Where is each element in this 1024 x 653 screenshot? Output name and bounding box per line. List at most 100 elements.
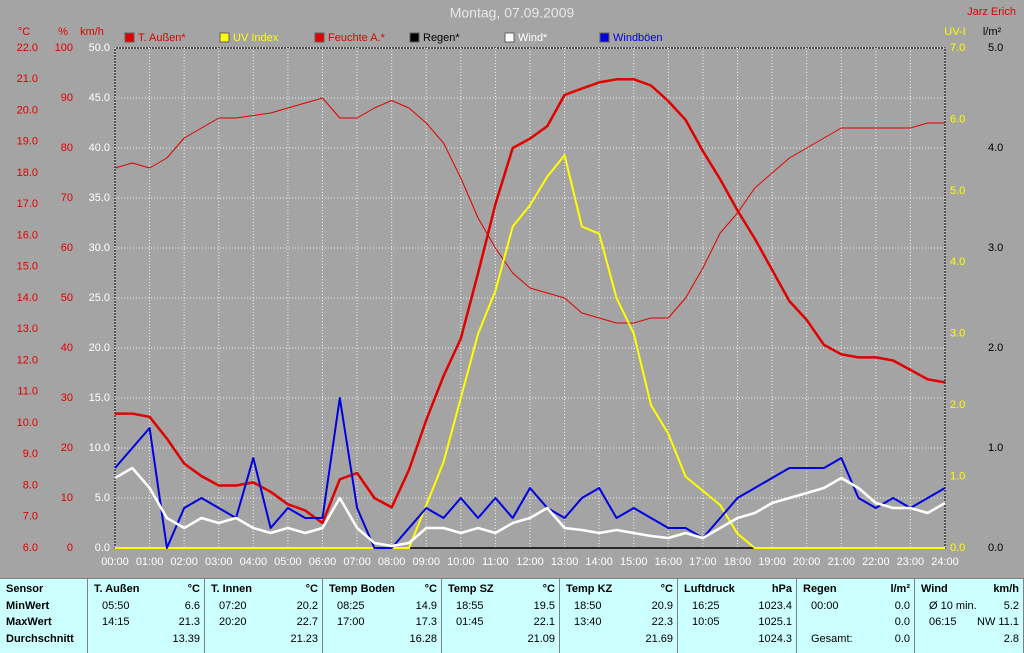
- time: 00:00: [811, 599, 839, 612]
- time: [921, 631, 929, 648]
- value: 1024.3: [758, 632, 792, 645]
- row: 18:50 20.9: [566, 598, 673, 615]
- y-tick-label: 0.0: [988, 542, 1003, 554]
- x-tick-label: 03:00: [205, 556, 233, 568]
- y-tick-label: 18.0: [17, 167, 38, 179]
- x-tick-label: 19:00: [758, 556, 786, 568]
- row: Ø 10 min. 5.2: [921, 598, 1019, 615]
- row: 21.23: [211, 631, 318, 648]
- row: 21.09: [448, 631, 555, 648]
- x-tick-label: 10:00: [447, 556, 475, 568]
- y-tick-label: 4.0: [988, 142, 1003, 154]
- label-column: Sensor MinWert MaxWert Durchschnitt: [0, 579, 88, 653]
- y-tick-label: 7.0: [23, 511, 38, 523]
- header: T. Außen °C: [94, 581, 200, 598]
- time: 16:25: [692, 599, 720, 612]
- row: 01:45 22.1: [448, 614, 555, 631]
- value: 5.2: [1003, 599, 1019, 612]
- time: 18:50: [574, 599, 602, 612]
- sensor-name: T. Innen: [211, 583, 252, 595]
- time: [211, 631, 219, 648]
- time: [329, 631, 337, 648]
- y-tick-label: 45.0: [89, 92, 110, 104]
- sensor-name: Luftdruck: [684, 583, 735, 595]
- x-tick-label: 24:00: [931, 556, 959, 568]
- y-tick-label: 20.0: [17, 104, 38, 116]
- row: 2.8: [921, 631, 1019, 648]
- value: 0.0: [894, 616, 910, 628]
- y-tick-label: 90: [61, 92, 73, 104]
- time: 07:20: [219, 599, 247, 612]
- y-tick-label: 1.0: [950, 470, 965, 482]
- value: 21.23: [290, 632, 318, 645]
- y-tick-label: 7.0: [950, 42, 965, 54]
- value: 19.5: [533, 599, 555, 612]
- sensor-column: Luftdruck hPa 16:25 1023.4 10:05 1025.1 1024.3: [678, 579, 797, 653]
- y-tick-label: 40.0: [89, 142, 110, 154]
- time: [803, 614, 811, 631]
- legend-label: Feuchte A.*: [328, 32, 386, 44]
- x-tick-label: 13:00: [551, 556, 579, 568]
- y-tick-label: 50.0: [89, 42, 110, 54]
- y-tick-label: 14.0: [17, 292, 38, 304]
- series-line: [114, 397, 946, 549]
- legend-label: UV Index: [233, 32, 279, 44]
- sensor-column: Temp Boden °C 08:25 14.9 17:00 17.3 16.28: [323, 579, 442, 653]
- row: 08:25 14.9: [329, 598, 437, 615]
- sensor-column: Temp SZ °C 18:55 19.5 01:45 22.1 21.09: [442, 579, 560, 653]
- time: Gesamt:: [811, 632, 853, 645]
- time: 06:15: [929, 616, 957, 628]
- value: 21.3: [178, 616, 200, 628]
- value: 20.2: [296, 599, 318, 612]
- time: [684, 631, 692, 648]
- header: Temp Boden °C: [329, 581, 437, 598]
- legend-swatch: [314, 32, 325, 43]
- x-tick-label: 02:00: [170, 556, 198, 568]
- axis-unit: l/m²: [983, 26, 1002, 38]
- stats-table: Sensor MinWert MaxWert Durchschnitt T. Außen…: [0, 578, 1024, 653]
- unit: km/h: [993, 583, 1019, 595]
- time: 18:55: [456, 599, 484, 612]
- row-label: MaxWert: [6, 616, 52, 628]
- unit: hPa: [771, 583, 792, 595]
- row: 13.39: [94, 631, 200, 648]
- y-tick-label: 30.0: [89, 242, 110, 254]
- value: 0.0: [894, 599, 910, 612]
- axis-unit: °C: [18, 26, 30, 38]
- sensor-name: Regen: [803, 583, 837, 595]
- chart: Montag, 07.09.2009 Jarz Erich °C 6.0 7.0 8.…: [17, 5, 1016, 568]
- x-tick-label: 14:00: [585, 556, 613, 568]
- y-tick-label: 3.0: [950, 328, 965, 340]
- y-tick-label: 19.0: [17, 136, 38, 148]
- x-tick-label: 00:00: [101, 556, 129, 568]
- x-tick-label: 15:00: [620, 556, 648, 568]
- y-tick-label: 5.0: [95, 492, 110, 504]
- axis-unit: km/h: [80, 26, 104, 38]
- x-tick-label: 18:00: [724, 556, 752, 568]
- x-tick-label: 21:00: [827, 556, 855, 568]
- y-tick-label: 20.0: [89, 342, 110, 354]
- y-tick-label: 10: [61, 492, 73, 504]
- sensor-name: Temp Boden: [329, 583, 395, 595]
- y-tick-label: 6.0: [23, 542, 38, 554]
- x-tick-label: 22:00: [862, 556, 890, 568]
- legend-label: Windböen: [613, 32, 663, 44]
- chart-title: Montag, 07.09.2009: [450, 5, 575, 21]
- row: Gesamt: 0.0: [803, 631, 910, 648]
- legend-swatch: [504, 32, 515, 43]
- y-tick-label: 16.0: [17, 229, 38, 241]
- time: [94, 631, 102, 648]
- header: Temp KZ °C: [566, 581, 673, 598]
- value: 22.7: [296, 616, 318, 628]
- sensor-name: Temp KZ: [566, 583, 613, 595]
- y-tick-label: 40: [61, 342, 73, 354]
- y-tick-label: 10.0: [89, 442, 110, 454]
- header: T. Innen °C: [211, 581, 318, 598]
- row-label: Durchschnitt: [6, 632, 74, 645]
- y-tick-label: 2.0: [988, 342, 1003, 354]
- legend-swatch: [409, 32, 420, 43]
- y-tick-label: 80: [61, 142, 73, 154]
- unit: °C: [542, 583, 555, 595]
- row: 14:15 21.3: [94, 614, 200, 631]
